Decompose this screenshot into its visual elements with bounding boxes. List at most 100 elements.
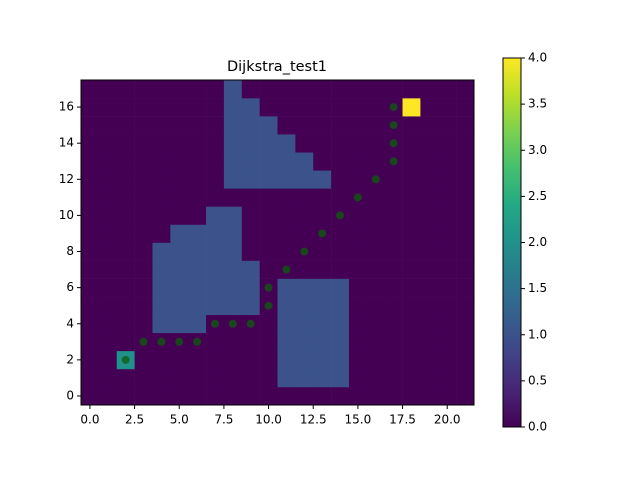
cell [116,224,135,243]
cell [295,98,314,117]
cell [313,206,332,225]
cell [116,98,135,117]
cell [116,134,135,153]
cell [438,116,457,135]
cell [438,224,457,243]
cell [420,206,439,225]
cell [170,188,189,207]
cell [438,152,457,171]
cell [259,152,278,171]
cell [223,350,243,370]
cell [134,80,153,99]
cell [456,206,475,225]
path-point [175,337,184,346]
cell [402,314,421,334]
cell [170,152,189,171]
cell [313,116,332,135]
cell [366,350,385,370]
cell [152,368,171,388]
colorbar-tick-label: 2.0 [528,235,547,249]
cell [259,260,278,279]
cell [241,98,260,117]
cell [259,242,278,261]
cell [152,296,171,316]
cell [116,278,135,297]
cell [313,260,332,279]
cell [170,368,189,388]
cell [313,332,332,352]
path-point [121,355,130,364]
cell [98,260,118,279]
path-point [389,139,398,148]
cell [456,314,475,334]
cell [331,152,350,171]
cell [331,368,350,388]
cell [188,296,207,316]
cell [152,278,171,297]
cell [259,386,278,406]
cell [438,314,457,334]
cell [152,206,171,225]
cell [438,98,457,117]
cell [223,332,243,352]
cell [152,188,171,207]
x-tick-label: 17.5 [389,413,416,427]
cell [188,80,207,99]
x-tick-label: 2.5 [125,413,144,427]
cell [98,188,118,207]
path-point [389,103,398,112]
cell [134,152,153,171]
cell [456,332,475,352]
cell [348,350,368,370]
cell [170,206,189,225]
cell [81,188,100,207]
cell [241,368,260,388]
cell [420,278,439,297]
cell [259,206,278,225]
path-point [210,319,219,328]
cell [366,98,385,117]
cell [402,206,421,225]
cell [384,278,403,297]
cell [188,386,207,406]
cell [348,170,368,189]
cell [134,224,153,243]
cell [384,260,403,279]
path-point [228,319,237,328]
cell [170,314,189,334]
cell [456,98,475,117]
cell [331,80,350,99]
cell [456,386,475,406]
cell [348,98,368,117]
cell [241,206,260,225]
cell [277,332,296,352]
cell [384,350,403,370]
cell [348,314,368,334]
cell [116,170,135,189]
cell [402,116,421,135]
cell [366,80,385,99]
cell [277,152,296,171]
cell [366,188,385,207]
cell [456,224,475,243]
cell [331,260,350,279]
cell [313,278,332,297]
cell [152,170,171,189]
cell [438,368,457,388]
cell [348,368,368,388]
y-tick-label: 8 [66,244,74,258]
cell [241,350,260,370]
cell [206,296,225,316]
cell [420,368,439,388]
cell [81,224,100,243]
cell [295,224,314,243]
cell [223,80,243,99]
cell [241,296,260,316]
cell [456,134,475,153]
cell [402,296,421,316]
cell [277,224,296,243]
cell [331,386,350,406]
cell [241,386,260,406]
cell [366,206,385,225]
cell [188,170,207,189]
